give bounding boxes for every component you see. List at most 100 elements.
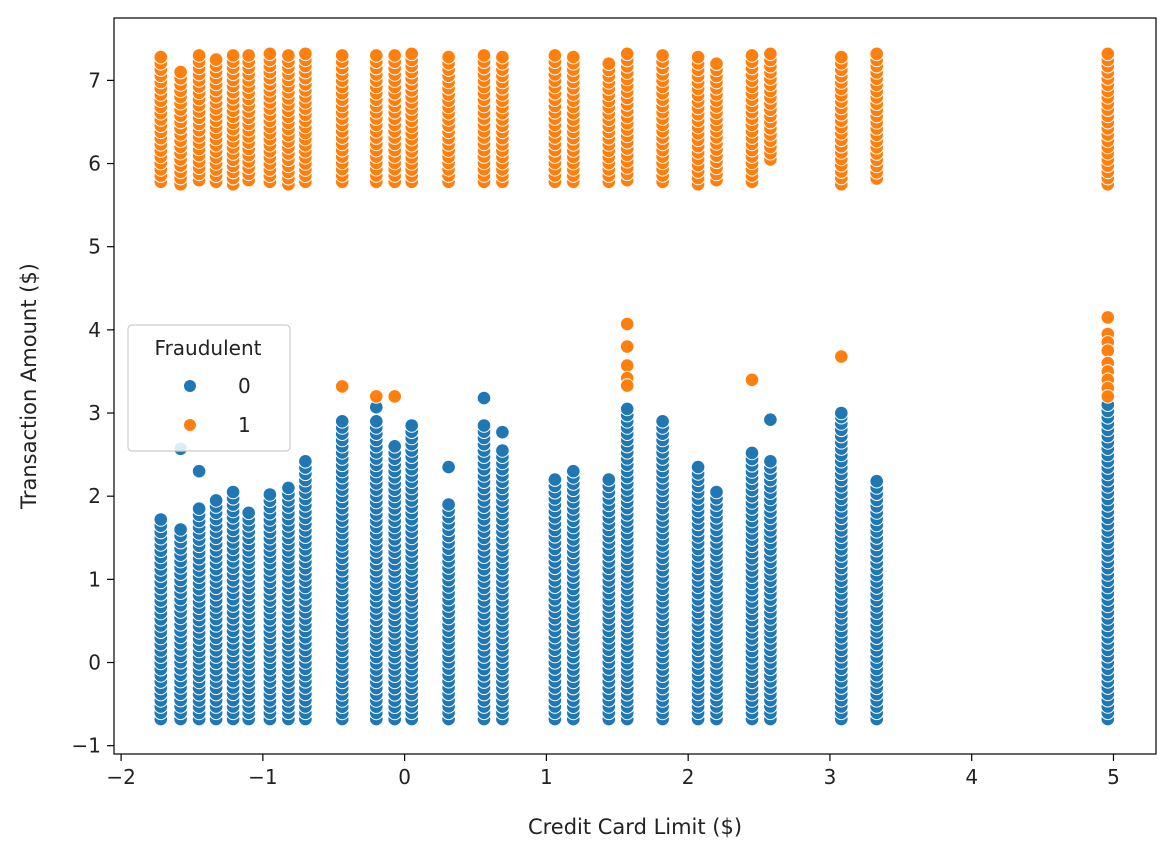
point-fraudulent <box>655 48 670 63</box>
point-fraudulent <box>744 372 760 388</box>
point-non-fraudulent <box>763 454 778 469</box>
point-non-fraudulent <box>369 414 384 429</box>
point-non-fraudulent <box>191 501 207 517</box>
point-non-fraudulent <box>547 472 563 487</box>
point-non-fraudulent <box>495 443 510 458</box>
point-fraudulent <box>744 48 760 63</box>
y-tick-label: 5 <box>88 235 101 259</box>
point-non-fraudulent <box>744 445 760 461</box>
x-tick-label: 4 <box>965 765 978 789</box>
point-non-fraudulent <box>225 484 241 500</box>
y-tick-label: 6 <box>88 152 101 176</box>
y-tick-label: 4 <box>88 318 101 342</box>
point-fraudulent <box>547 48 563 63</box>
point-fraudulent <box>1100 343 1116 359</box>
legend-box <box>127 324 291 452</box>
point-fraudulent <box>153 49 169 65</box>
point-non-fraudulent <box>441 497 456 512</box>
point-fraudulent <box>241 48 256 63</box>
x-tick-label: −2 <box>106 765 135 789</box>
point-non-fraudulent <box>262 487 278 502</box>
point-non-fraudulent <box>476 418 492 433</box>
plot-frame <box>113 17 1157 755</box>
point-fraudulent <box>262 46 278 62</box>
point-non-fraudulent <box>869 473 885 489</box>
point-fraudulent <box>619 46 635 62</box>
data-points <box>153 46 1116 727</box>
point-fraudulent <box>476 48 492 63</box>
point-non-fraudulent <box>441 459 456 475</box>
point-fraudulent <box>619 378 635 393</box>
legend-marker-0 <box>183 379 197 393</box>
point-non-fraudulent <box>153 512 169 527</box>
point-fraudulent <box>834 349 849 364</box>
point-fraudulent <box>441 49 456 65</box>
point-fraudulent <box>369 48 384 63</box>
y-axis-ticks: −1 0 1 2 3 4 5 6 7 <box>72 68 114 758</box>
point-fraudulent <box>369 389 384 404</box>
point-non-fraudulent <box>241 505 256 521</box>
point-fraudulent <box>334 379 350 394</box>
legend: Fraudulent 0 1 <box>127 324 291 452</box>
point-non-fraudulent <box>709 484 724 500</box>
point-non-fraudulent <box>566 463 581 479</box>
point-fraudulent <box>404 46 420 62</box>
point-fraudulent <box>834 49 849 65</box>
point-fraudulent <box>763 46 778 62</box>
point-non-fraudulent <box>404 418 420 433</box>
point-non-fraudulent <box>476 390 492 406</box>
point-non-fraudulent <box>601 472 617 487</box>
x-tick-label: 5 <box>1107 765 1120 789</box>
x-axis-ticks: −2 −1 0 1 2 3 4 5 <box>106 754 1120 789</box>
point-fraudulent <box>208 52 224 67</box>
point-fraudulent <box>1100 46 1116 62</box>
point-fraudulent <box>1100 310 1116 325</box>
point-non-fraudulent <box>334 414 350 429</box>
point-fraudulent <box>281 48 296 63</box>
point-fraudulent <box>495 49 510 65</box>
x-tick-label: 1 <box>540 765 553 789</box>
point-non-fraudulent <box>763 412 778 428</box>
point-fraudulent <box>1100 389 1116 404</box>
point-fraudulent <box>619 339 635 354</box>
point-fraudulent <box>619 358 635 373</box>
x-tick-label: 0 <box>398 765 411 789</box>
legend-label-1: 1 <box>238 413 251 437</box>
point-fraudulent <box>601 56 617 72</box>
point-non-fraudulent <box>387 439 403 454</box>
x-tick-label: −1 <box>248 765 277 789</box>
point-non-fraudulent <box>281 480 296 496</box>
y-axis-label: Transaction Amount ($) <box>17 263 41 510</box>
x-tick-label: 3 <box>824 765 837 789</box>
legend-marker-1 <box>183 418 197 432</box>
point-non-fraudulent <box>208 493 224 508</box>
x-tick-label: 2 <box>682 765 695 789</box>
point-fraudulent <box>334 48 350 63</box>
point-non-fraudulent <box>173 522 188 537</box>
point-non-fraudulent <box>191 463 207 479</box>
point-fraudulent <box>387 48 403 63</box>
point-fraudulent <box>191 48 207 63</box>
legend-label-0: 0 <box>238 374 251 398</box>
point-non-fraudulent <box>619 401 635 417</box>
y-tick-label: 3 <box>88 401 101 425</box>
point-fraudulent <box>387 389 403 404</box>
point-non-fraudulent <box>495 424 510 440</box>
legend-title: Fraudulent <box>155 336 262 360</box>
point-non-fraudulent <box>298 454 313 469</box>
y-tick-label: 0 <box>88 651 101 675</box>
y-tick-label: 1 <box>88 567 101 591</box>
point-fraudulent <box>566 49 581 65</box>
point-fraudulent <box>709 56 724 72</box>
point-non-fraudulent <box>834 405 849 421</box>
point-non-fraudulent <box>655 414 670 429</box>
y-tick-label: 7 <box>88 68 101 92</box>
point-non-fraudulent <box>690 459 706 475</box>
point-fraudulent <box>690 49 706 65</box>
y-tick-label: −1 <box>72 734 101 758</box>
point-fraudulent <box>298 46 313 62</box>
point-fraudulent <box>173 64 188 80</box>
point-fraudulent <box>619 316 635 332</box>
x-axis-label: Credit Card Limit ($) <box>528 815 742 839</box>
